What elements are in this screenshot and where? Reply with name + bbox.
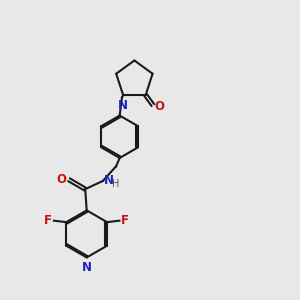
Text: F: F (121, 214, 129, 227)
Text: N: N (104, 174, 114, 187)
Text: H: H (112, 179, 119, 189)
Text: N: N (82, 261, 92, 274)
Text: O: O (155, 100, 165, 113)
Text: F: F (44, 214, 52, 227)
Text: N: N (118, 99, 128, 112)
Text: O: O (57, 173, 67, 186)
